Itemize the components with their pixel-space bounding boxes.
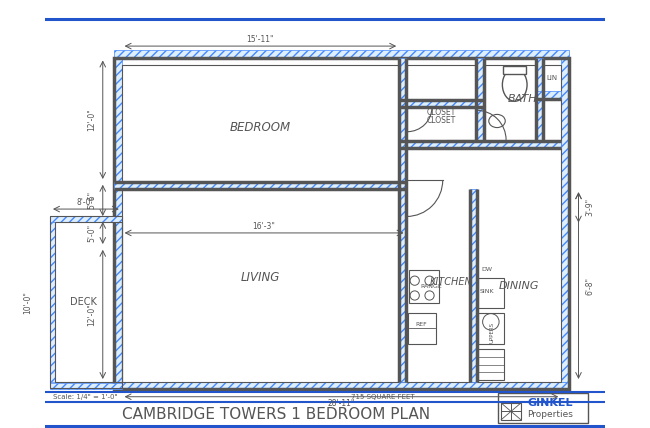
- Bar: [536, 91, 561, 99]
- Text: DECK: DECK: [70, 297, 98, 307]
- Text: KITCHEN: KITCHEN: [430, 277, 473, 287]
- Text: 8'-0": 8'-0": [77, 198, 95, 207]
- Text: Properties: Properties: [528, 410, 573, 419]
- Bar: [478, 313, 504, 344]
- Bar: [478, 278, 504, 308]
- Text: 12'-0": 12'-0": [87, 303, 96, 326]
- Text: 16'-3": 16'-3": [253, 222, 276, 231]
- Text: LIVING: LIVING: [240, 271, 280, 284]
- Text: BEDROOM: BEDROOM: [230, 122, 291, 134]
- Bar: [114, 58, 122, 382]
- Text: Scale: 1/4" = 1'-0": Scale: 1/4" = 1'-0": [53, 394, 118, 400]
- Bar: [503, 66, 526, 74]
- Bar: [470, 189, 477, 382]
- Text: REF: REF: [415, 322, 427, 327]
- Bar: [476, 58, 484, 141]
- Bar: [498, 393, 588, 423]
- Text: 15'-11": 15'-11": [246, 35, 274, 44]
- Text: UPPERS: UPPERS: [489, 322, 495, 343]
- Bar: [114, 58, 569, 389]
- Text: 5'-0": 5'-0": [87, 224, 96, 242]
- Bar: [114, 50, 569, 58]
- Text: DINING: DINING: [499, 281, 540, 291]
- Bar: [55, 222, 122, 382]
- Bar: [409, 270, 439, 303]
- Bar: [50, 216, 122, 222]
- Bar: [399, 58, 406, 382]
- Text: CLOSET: CLOSET: [427, 108, 456, 117]
- Bar: [478, 349, 504, 380]
- Text: 3'-9": 3'-9": [585, 198, 594, 217]
- Text: LIN: LIN: [547, 75, 558, 81]
- Text: 28'-11": 28'-11": [328, 399, 355, 408]
- Text: GINKEL: GINKEL: [528, 398, 573, 408]
- Text: 5'-6": 5'-6": [87, 191, 96, 209]
- Bar: [114, 182, 399, 189]
- Text: CLOSET: CLOSET: [427, 116, 456, 125]
- Text: DW: DW: [482, 268, 493, 273]
- Bar: [399, 100, 476, 107]
- Text: 12'-0": 12'-0": [87, 108, 96, 131]
- Text: RANGE: RANGE: [421, 284, 442, 289]
- Text: CAMBRIDGE TOWERS 1 BEDROOM PLAN: CAMBRIDGE TOWERS 1 BEDROOM PLAN: [122, 407, 430, 422]
- Bar: [50, 222, 55, 382]
- Text: 10'-0": 10'-0": [23, 291, 32, 313]
- Text: SINK: SINK: [480, 289, 495, 294]
- Text: 6'-8": 6'-8": [585, 276, 594, 294]
- Bar: [536, 58, 543, 141]
- Bar: [122, 65, 561, 382]
- Text: BATH: BATH: [508, 94, 538, 104]
- Bar: [501, 403, 521, 420]
- Bar: [50, 383, 122, 389]
- Bar: [50, 216, 122, 388]
- Bar: [399, 141, 561, 148]
- Bar: [408, 313, 436, 344]
- Bar: [114, 382, 569, 389]
- Bar: [561, 58, 569, 382]
- Text: 715 SQUARE FEET: 715 SQUARE FEET: [351, 394, 415, 400]
